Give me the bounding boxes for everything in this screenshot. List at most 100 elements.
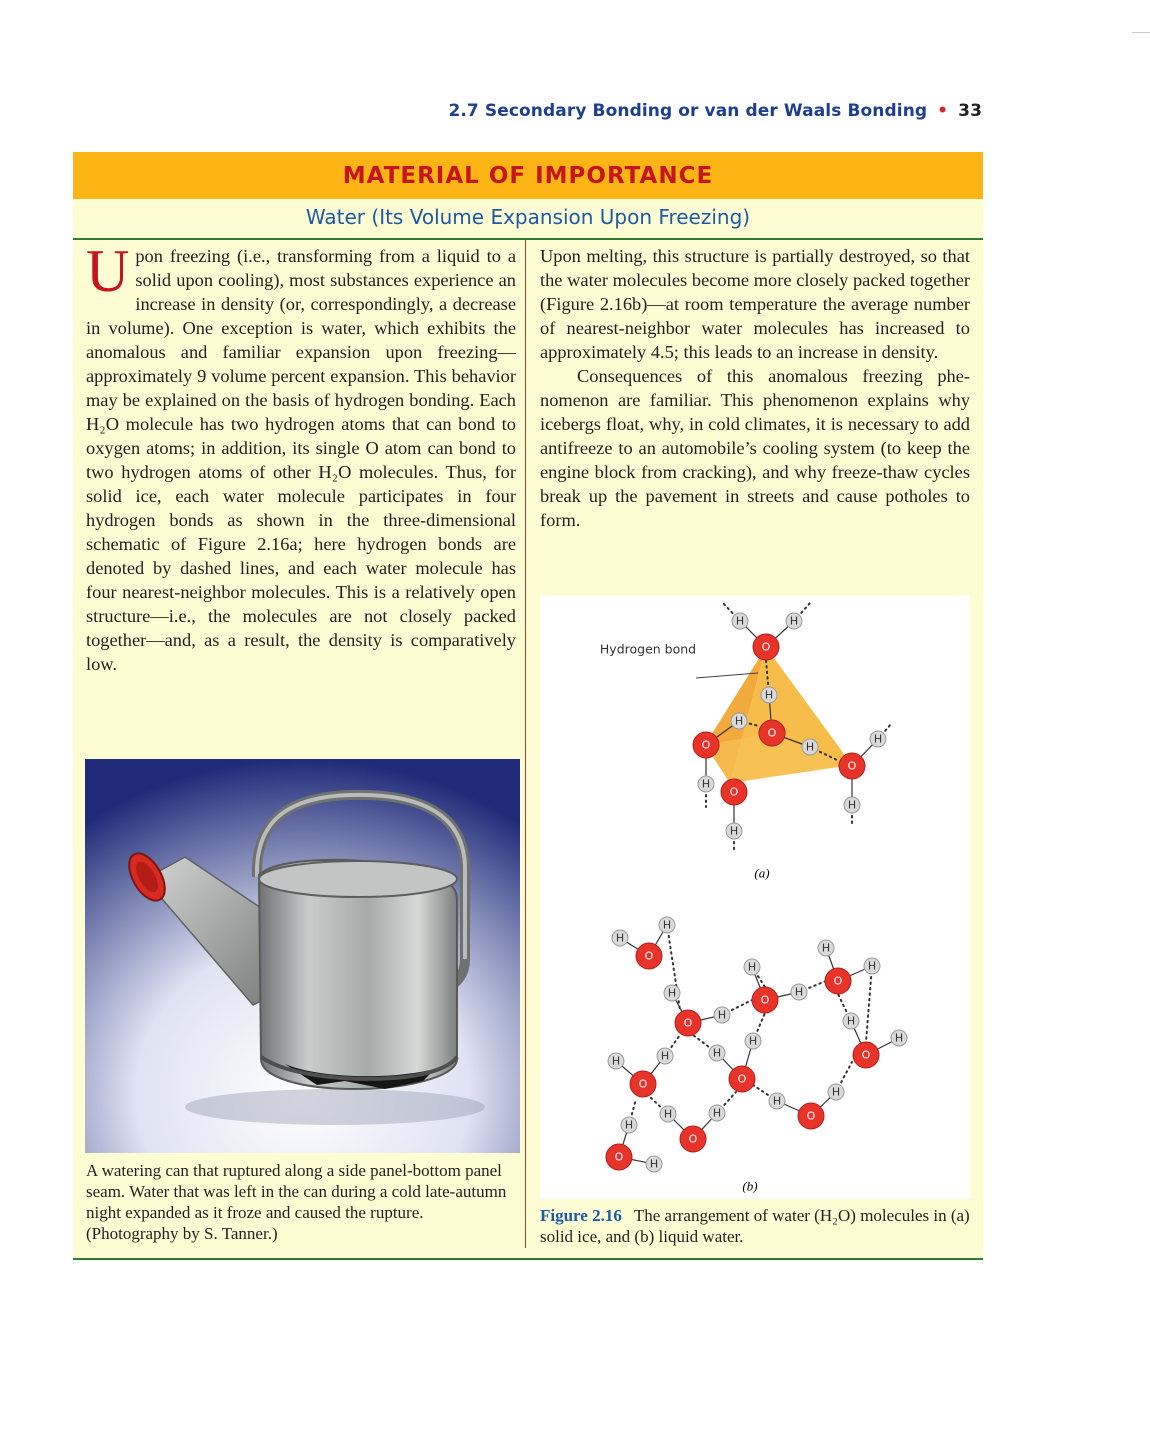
hydrogen-atom: H <box>843 796 861 814</box>
hydrogen-atom: H <box>890 1029 908 1047</box>
panel-a-label: (a) <box>754 866 769 881</box>
oxygen-atom: O <box>629 1070 657 1098</box>
box-banner: MATERIAL OF IMPORTANCE <box>73 152 983 199</box>
svg-text:O: O <box>738 1073 747 1086</box>
hydrogen-atom: H <box>731 612 749 630</box>
svg-text:O: O <box>702 739 711 752</box>
svg-text:H: H <box>661 1050 669 1063</box>
svg-text:O: O <box>615 1151 624 1164</box>
oxygen-atom: O <box>720 778 748 806</box>
hydrogen-atom: H <box>863 957 881 975</box>
hydrogen-bond <box>793 602 811 622</box>
hydrogen-atom: H <box>708 1044 726 1062</box>
hydrogen-atom: H <box>620 1116 638 1134</box>
column-divider <box>525 240 526 1248</box>
panel-b-atoms: O H H O H H O H H O H H O H H O H H O H H O H H O H H O H H <box>605 916 908 1173</box>
svg-text:O: O <box>730 786 739 799</box>
hydrogen-atom: H <box>659 1105 677 1123</box>
oxygen-atom: O <box>824 967 852 995</box>
svg-text:O: O <box>807 1110 816 1123</box>
oxygen-atom: O <box>797 1102 825 1130</box>
photo-caption: A watering can that ruptured along a sid… <box>86 1161 507 1243</box>
svg-text:H: H <box>718 1009 726 1022</box>
hydrogen-atom: H <box>708 1104 726 1122</box>
svg-text:H: H <box>730 825 738 838</box>
material-of-importance-box: MATERIAL OF IMPORTANCE Water (Its Volume… <box>73 152 983 1260</box>
svg-text:H: H <box>748 961 756 974</box>
svg-text:H: H <box>773 1095 781 1108</box>
svg-text:H: H <box>822 942 830 955</box>
box-subtitle: Water (Its Volume Expansion Upon Freezin… <box>73 200 983 240</box>
svg-text:H: H <box>713 1107 721 1120</box>
svg-text:H: H <box>650 1158 658 1171</box>
hydrogen-atom: H <box>869 730 887 748</box>
running-head-bullet: • <box>937 101 949 121</box>
svg-text:H: H <box>713 1047 721 1060</box>
hydrogen-atom: H <box>842 1012 860 1030</box>
panel-b-liquid-water: O H H O H H O H H O H H O H H O H H O H H O H H O H H O H H (b) <box>605 916 908 1194</box>
hydrogen-bond <box>722 602 741 622</box>
panel-a-ice-tetrahedron: Hydrogen bond O H H O H H O H H O H O H H (a) <box>600 602 893 881</box>
hydrogen-atom: H <box>658 916 676 934</box>
hydrogen-atom: H <box>817 939 835 957</box>
figure-caption: Figure 2.16 The arrangement of water (H₂O… <box>540 1205 970 1247</box>
hydrogen-bond <box>877 722 893 740</box>
tetrahedron-face-base <box>705 733 852 783</box>
oxygen-atom: O <box>852 1041 880 1069</box>
svg-text:O: O <box>834 975 843 988</box>
svg-text:H: H <box>612 1055 620 1068</box>
hydrogen-atom: H <box>656 1047 674 1065</box>
hydrogen-atom: H <box>725 822 743 840</box>
hydrogen-atom: H <box>827 1083 845 1101</box>
svg-text:H: H <box>735 715 743 728</box>
svg-text:H: H <box>625 1119 633 1132</box>
svg-text:H: H <box>736 615 744 628</box>
right-paragraph-1: Upon melting, this structure is partiall… <box>540 246 970 362</box>
oxygen-atom: O <box>728 1065 756 1093</box>
hydrogen-atom: H <box>611 929 629 947</box>
oxygen-atom: O <box>635 942 663 970</box>
running-head: 2.7 Secondary Bonding or van der Waals B… <box>448 101 982 121</box>
svg-text:O: O <box>639 1078 648 1091</box>
svg-text:H: H <box>749 1035 757 1048</box>
svg-text:H: H <box>895 1032 903 1045</box>
hydrogen-atom: H <box>730 712 748 730</box>
oxygen-atom: O <box>752 633 780 661</box>
svg-text:H: H <box>790 615 798 628</box>
svg-text:H: H <box>868 960 876 973</box>
hydrogen-bond <box>865 965 873 1043</box>
svg-text:O: O <box>848 760 857 773</box>
hydrogen-atom: H <box>744 1032 762 1050</box>
left-paragraph-1: pon freezing (i.e., transforming from a … <box>86 246 516 674</box>
svg-text:H: H <box>848 799 856 812</box>
hydrogen-bond <box>751 966 766 988</box>
figure-caption-text: The arrangement of water (H₂O) molecules… <box>540 1206 970 1246</box>
right-column-text: Upon melting, this structure is partiall… <box>540 244 970 532</box>
oxygen-atom: O <box>751 986 779 1014</box>
hydrogen-atom: H <box>663 984 681 1002</box>
oxygen-atom: O <box>674 1009 702 1037</box>
hydrogen-bond <box>649 1096 669 1115</box>
svg-text:H: H <box>847 1015 855 1028</box>
figure-number: Figure 2.16 <box>540 1206 622 1225</box>
svg-text:H: H <box>663 919 671 932</box>
svg-text:O: O <box>862 1049 871 1062</box>
svg-text:O: O <box>761 994 770 1007</box>
oxygen-atom: O <box>838 752 866 780</box>
svg-text:O: O <box>645 950 654 963</box>
svg-text:H: H <box>668 987 676 1000</box>
oxygen-atom: O <box>758 719 786 747</box>
hydrogen-atom: H <box>785 612 803 630</box>
svg-text:H: H <box>874 733 882 746</box>
hydrogen-atom: H <box>768 1092 786 1110</box>
svg-text:H: H <box>702 778 710 791</box>
panel-a-atoms: O H H O H H O H H O H O H H <box>692 612 887 840</box>
watering-can-photo <box>85 759 520 1153</box>
hydrogen-atom: H <box>607 1052 625 1070</box>
hydrogen-atom: H <box>697 775 715 793</box>
hydrogen-bond <box>738 720 760 727</box>
svg-text:H: H <box>832 1086 840 1099</box>
